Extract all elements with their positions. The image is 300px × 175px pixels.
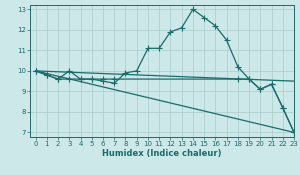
X-axis label: Humidex (Indice chaleur): Humidex (Indice chaleur) (102, 149, 222, 158)
